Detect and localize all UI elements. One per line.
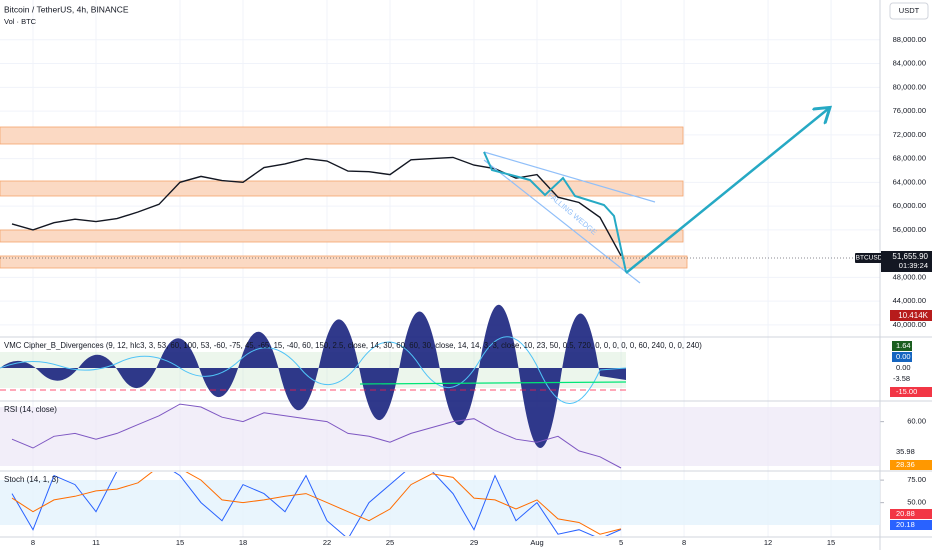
y-tick-label: 75.00: [907, 475, 926, 484]
volume-title: Vol · BTC: [4, 17, 37, 26]
vmc-title: VMC Cipher_B_Divergences (9, 12, hlc3, 3…: [4, 341, 702, 350]
vmc-wave: [0, 304, 626, 449]
vmc-divergence: [359, 381, 627, 385]
y-tick-label: 48,000.00: [893, 272, 926, 281]
zone: [0, 180, 684, 197]
rsi-band: [0, 407, 880, 466]
last-price-tag: [881, 251, 932, 272]
y-tick-label: 44,000.00: [893, 296, 926, 305]
vmc-label: 0.00: [896, 352, 911, 361]
y-tick-label: 60.00: [907, 417, 926, 426]
currency-button[interactable]: [889, 2, 929, 20]
y-tick-label: 72,000.00: [893, 130, 926, 139]
wave-path: [483, 151, 627, 273]
x-tick-label: 5: [619, 538, 623, 547]
symbol-tag: [855, 253, 888, 263]
x-tick-label: 18: [239, 538, 247, 547]
y-tick-label: 68,000.00: [893, 154, 926, 163]
wedge-lower: [483, 159, 641, 284]
volume-tag: [890, 310, 932, 321]
x-tick-label: 29: [470, 538, 478, 547]
x-tick-label: 8: [31, 538, 35, 547]
vmc-tag: [892, 352, 912, 362]
stoch-label: 20.88: [896, 509, 915, 518]
x-tick-label: 15: [827, 538, 835, 547]
pane-title: RSI (14, close): [4, 405, 57, 414]
vmc-label: 1.64: [896, 341, 911, 350]
volume-tag-label: 10.414K: [898, 311, 928, 320]
wedge-upper: [483, 151, 656, 203]
countdown-label: 01:39:24: [899, 261, 928, 270]
rsi-tag: [890, 460, 932, 470]
last-price-label: 51,655.90: [892, 252, 928, 261]
series-line: [11, 472, 622, 535]
symbol-title: Bitcoin / TetherUS, 4h, BINANCE: [4, 4, 129, 14]
vmc-label: -3.58: [893, 374, 910, 383]
zone: [0, 126, 684, 145]
x-tick-label: 11: [92, 538, 100, 547]
vmc-waves: [0, 304, 627, 449]
x-tick-label: 12: [764, 538, 772, 547]
currency-label[interactable]: USDT: [899, 6, 920, 15]
stoch-label: 20.18: [896, 520, 915, 529]
projection-arrow: [625, 109, 828, 274]
stoch-tag: [890, 509, 932, 519]
vmc-line: [0, 336, 627, 404]
x-tick-label: 15: [176, 538, 184, 547]
zone: [0, 229, 684, 243]
pane-title: Stoch (14, 1, 3): [4, 475, 59, 484]
y-tick-label: 76,000.00: [893, 106, 926, 115]
y-tick-label: 50.00: [907, 498, 926, 507]
rsi-ma-label: 35.98: [896, 447, 915, 456]
y-tick-label: 60,000.00: [893, 201, 926, 210]
stoch-tag: [890, 520, 932, 530]
zone: [0, 255, 688, 269]
y-tick-label: 64,000.00: [893, 177, 926, 186]
vmc-tag: [892, 341, 912, 351]
stoch-band: [0, 480, 880, 525]
zones: [0, 126, 688, 269]
series-line: [11, 403, 622, 469]
y-tick-label: 56,000.00: [893, 225, 926, 234]
rsi-label: 28.36: [896, 460, 915, 469]
x-tick-label: 8: [682, 538, 686, 547]
y-tick-label: 80,000.00: [893, 82, 926, 91]
y-tick-label: 88,000.00: [893, 35, 926, 44]
y-tick-label: 84,000.00: [893, 59, 926, 68]
vmc-label: 0.00: [896, 363, 911, 372]
x-tick-label: Aug: [530, 538, 543, 547]
x-tick-label: 22: [323, 538, 331, 547]
y-tick-label: 40,000.00: [893, 320, 926, 329]
vmc-label: -15.00: [896, 387, 917, 396]
symbol-tag-label: BTCUSDT: [856, 255, 887, 262]
vmc-tag: [890, 387, 932, 397]
x-tick-label: 25: [386, 538, 394, 547]
